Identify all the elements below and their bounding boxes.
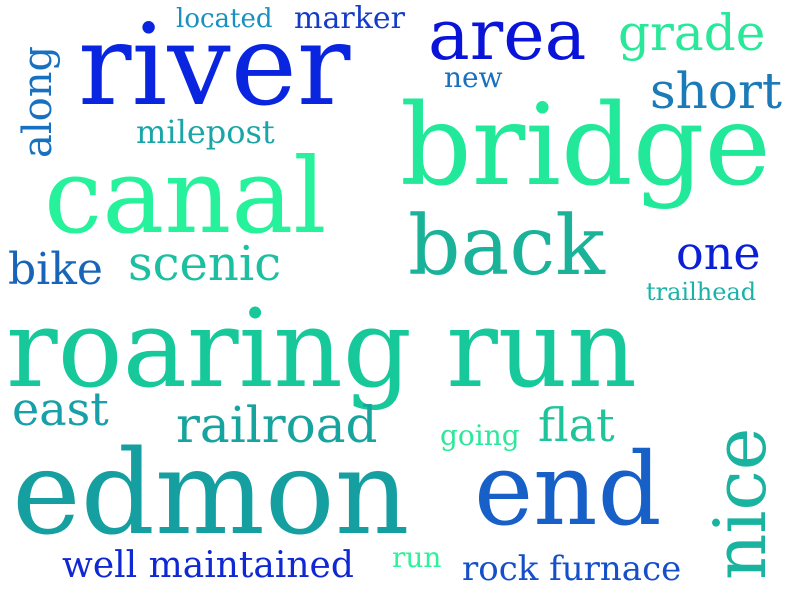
word-new: new <box>444 61 503 94</box>
word-east: east <box>12 382 109 436</box>
word-bridge: bridge <box>400 81 771 211</box>
word-edmon: edmon <box>12 426 410 561</box>
word-one: one <box>676 226 761 280</box>
word-nice: nice <box>698 427 782 580</box>
word-grade: grade <box>618 4 766 62</box>
word-trailhead: trailhead <box>646 278 757 306</box>
word-canal: canal <box>44 135 327 257</box>
word-well-maintained: well maintained <box>62 545 354 586</box>
word-along: along <box>15 45 61 158</box>
word-area: area <box>428 0 587 76</box>
word-going: going <box>440 419 520 452</box>
word-bike: bike <box>8 244 103 295</box>
word-roaring-run: roaring run <box>6 287 637 412</box>
word-located: located <box>176 4 273 34</box>
word-end: end <box>474 431 662 548</box>
word-back: back <box>408 199 605 294</box>
word-scenic: scenic <box>128 236 282 292</box>
word-railroad: railroad <box>176 396 378 454</box>
word-river: river <box>78 1 351 131</box>
word-milepost: milepost <box>136 113 275 151</box>
word-run-small: run <box>392 541 442 574</box>
word-rock-furnace: rock furnace <box>462 549 682 589</box>
word-short: short <box>650 62 782 120</box>
word-marker: marker <box>294 1 405 36</box>
word-flat: flat <box>538 398 615 452</box>
